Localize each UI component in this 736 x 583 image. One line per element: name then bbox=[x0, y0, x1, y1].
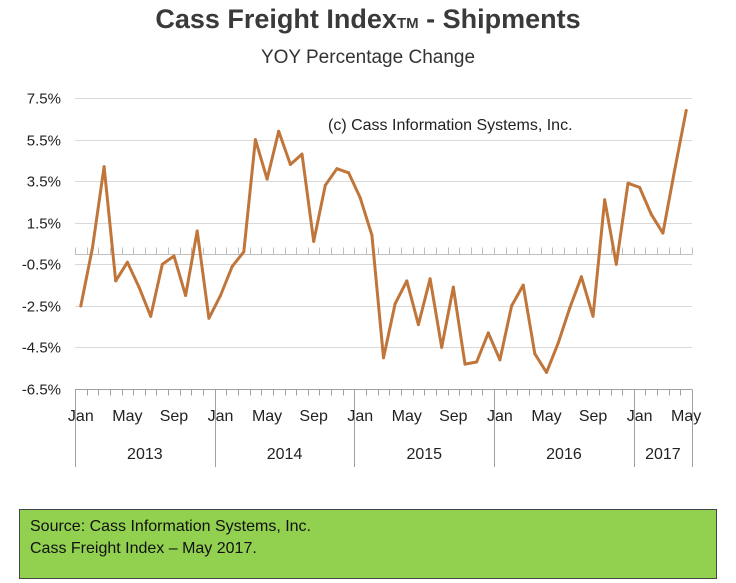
data-point bbox=[102, 165, 106, 169]
data-point bbox=[358, 196, 362, 200]
data-point bbox=[230, 264, 234, 268]
x-tick-label: Jan bbox=[347, 408, 373, 425]
data-point bbox=[463, 362, 467, 366]
data-point bbox=[184, 294, 188, 297]
grid-layer bbox=[75, 98, 692, 348]
data-point bbox=[533, 352, 537, 356]
x-tick-label: Jan bbox=[208, 408, 234, 425]
y-tick-label: -2.5% bbox=[22, 299, 61, 316]
y-tick-label: 5.5% bbox=[27, 133, 61, 150]
x-tick-label: Jan bbox=[487, 408, 513, 425]
data-point bbox=[195, 229, 199, 233]
year-label: 2016 bbox=[546, 446, 582, 463]
data-point bbox=[125, 260, 129, 264]
x-tick-label: Sep bbox=[439, 408, 468, 425]
data-point bbox=[242, 250, 246, 254]
axis-layer: 7.5% 5.5% 3.5% 1.5% -0.5% -2.5% -4.5% -6.5% Jan M… bbox=[22, 91, 701, 467]
data-point bbox=[638, 185, 642, 189]
series-line bbox=[79, 109, 688, 374]
data-point bbox=[114, 279, 118, 283]
source-line-2: Cass Freight Index – May 2017. bbox=[30, 540, 257, 557]
x-tick-label: May bbox=[112, 408, 142, 425]
data-point bbox=[556, 341, 560, 345]
y-tick-label: 7.5% bbox=[27, 91, 61, 108]
chart-title-main: Cass Freight Index bbox=[155, 4, 397, 34]
data-point bbox=[568, 306, 572, 310]
chart-title-suffix: - Shipments bbox=[418, 4, 581, 34]
data-point bbox=[172, 254, 176, 258]
data-point bbox=[684, 109, 688, 112]
y-tick-label: 1.5% bbox=[27, 216, 61, 233]
data-point bbox=[475, 360, 479, 364]
data-point bbox=[451, 285, 455, 289]
data-point bbox=[312, 239, 316, 243]
y-tick-label: -4.5% bbox=[22, 340, 61, 357]
x-tick-label: May bbox=[392, 408, 422, 425]
data-point bbox=[603, 198, 607, 202]
source-note: Source: Cass Information Systems, Inc. C… bbox=[19, 509, 717, 579]
data-point bbox=[591, 314, 595, 318]
data-point bbox=[347, 171, 351, 175]
data-point bbox=[288, 163, 292, 166]
data-point bbox=[405, 279, 409, 283]
data-point bbox=[277, 129, 281, 133]
year-label: 2017 bbox=[645, 446, 681, 463]
series-layer bbox=[79, 109, 688, 374]
chart-title: Cass Freight IndexTM - Shipments bbox=[0, 4, 736, 35]
copyright-label: (c) Cass Information Systems, Inc. bbox=[328, 117, 573, 134]
data-point bbox=[137, 285, 141, 289]
data-point bbox=[440, 345, 444, 349]
x-tick-label: Jan bbox=[68, 408, 94, 425]
data-point bbox=[149, 314, 153, 318]
x-tick-label: Sep bbox=[579, 408, 608, 425]
data-point bbox=[661, 231, 665, 235]
data-point bbox=[579, 275, 583, 279]
data-point bbox=[545, 370, 548, 374]
data-point bbox=[265, 177, 269, 181]
data-point bbox=[207, 316, 211, 320]
x-tick-label: May bbox=[531, 408, 561, 425]
data-point bbox=[393, 302, 397, 306]
data-point bbox=[521, 283, 525, 287]
line-chart: 7.5% 5.5% 3.5% 1.5% -0.5% -2.5% -4.5% -6.5% Jan M… bbox=[22, 91, 701, 467]
data-point bbox=[219, 294, 222, 297]
data-point bbox=[335, 167, 339, 171]
x-tick-label: Jan bbox=[627, 408, 653, 425]
data-point bbox=[323, 183, 327, 187]
data-point bbox=[498, 358, 502, 362]
y-tick-label: 3.5% bbox=[27, 174, 61, 191]
year-label: 2014 bbox=[267, 446, 303, 463]
chart-subtitle: YOY Percentage Change bbox=[260, 47, 476, 68]
x-tick-label: Sep bbox=[299, 408, 328, 425]
data-point bbox=[160, 262, 164, 266]
data-point bbox=[614, 262, 618, 266]
source-line-1: Source: Cass Information Systems, Inc. bbox=[30, 518, 311, 535]
y-tick-label: -0.5% bbox=[22, 257, 61, 274]
x-tick-label: May bbox=[252, 408, 282, 425]
data-point bbox=[626, 181, 630, 185]
data-point bbox=[253, 138, 257, 142]
year-label: 2013 bbox=[127, 446, 163, 463]
data-point bbox=[382, 356, 385, 360]
data-point bbox=[79, 304, 83, 308]
year-label: 2015 bbox=[406, 446, 442, 463]
data-point bbox=[510, 304, 514, 308]
x-tick-label: May bbox=[671, 408, 701, 425]
data-point bbox=[416, 323, 420, 327]
data-point bbox=[486, 331, 490, 335]
data-point bbox=[673, 169, 676, 173]
data-point bbox=[428, 277, 432, 281]
data-point bbox=[91, 246, 94, 250]
data-point bbox=[300, 152, 304, 156]
data-point bbox=[370, 233, 374, 237]
y-tick-label: -6.5% bbox=[22, 382, 61, 399]
data-point bbox=[649, 212, 653, 216]
trademark-mark: TM bbox=[396, 15, 419, 32]
x-tick-label: Sep bbox=[160, 408, 189, 425]
